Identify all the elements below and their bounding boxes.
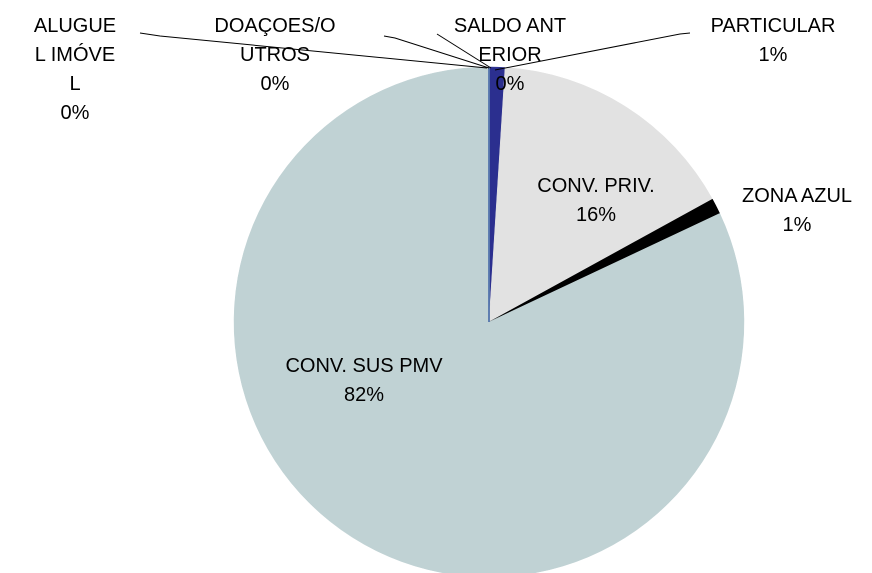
- pie: [233, 66, 745, 573]
- value-label: 0%: [60, 102, 90, 124]
- category-label: PARTICULAR: [710, 15, 836, 37]
- value-label: 0%: [260, 73, 290, 95]
- pie-slice: [488, 67, 713, 323]
- value-label: 82%: [343, 384, 385, 406]
- value-label: 1%: [758, 44, 788, 66]
- category-label: SALDO ANTERIOR: [453, 15, 567, 66]
- data-label: SALDO ANTERIOR 0%: [450, 12, 570, 99]
- leader-lines: [139, 32, 691, 71]
- data-label: CONV. SUS PMV 82%: [254, 352, 474, 410]
- data-label: ALUGUEL IMÓVEL 0%: [30, 12, 120, 128]
- category-label: ZONA AZUL: [741, 185, 853, 207]
- category-label: CONV. SUS PMV: [285, 355, 443, 377]
- data-label: PARTICULAR 1%: [673, 12, 872, 70]
- category-label: ALUGUEL IMÓVEL: [33, 15, 117, 95]
- value-label: 0%: [495, 73, 525, 95]
- leader-line: [436, 33, 492, 69]
- value-label: 1%: [782, 214, 812, 236]
- data-label: ZONA AZUL 1%: [717, 182, 872, 240]
- category-label: CONV. PRIV.: [537, 175, 655, 197]
- category-label: DOAÇOES/OUTROS: [214, 15, 336, 66]
- data-label: DOAÇOES/OUTROS 0%: [213, 12, 338, 99]
- leader-line: [383, 35, 490, 69]
- leader-line: [139, 32, 488, 69]
- data-label: CONV. PRIV. 16%: [506, 172, 686, 230]
- leader-line: [494, 32, 691, 71]
- value-label: 16%: [575, 204, 617, 226]
